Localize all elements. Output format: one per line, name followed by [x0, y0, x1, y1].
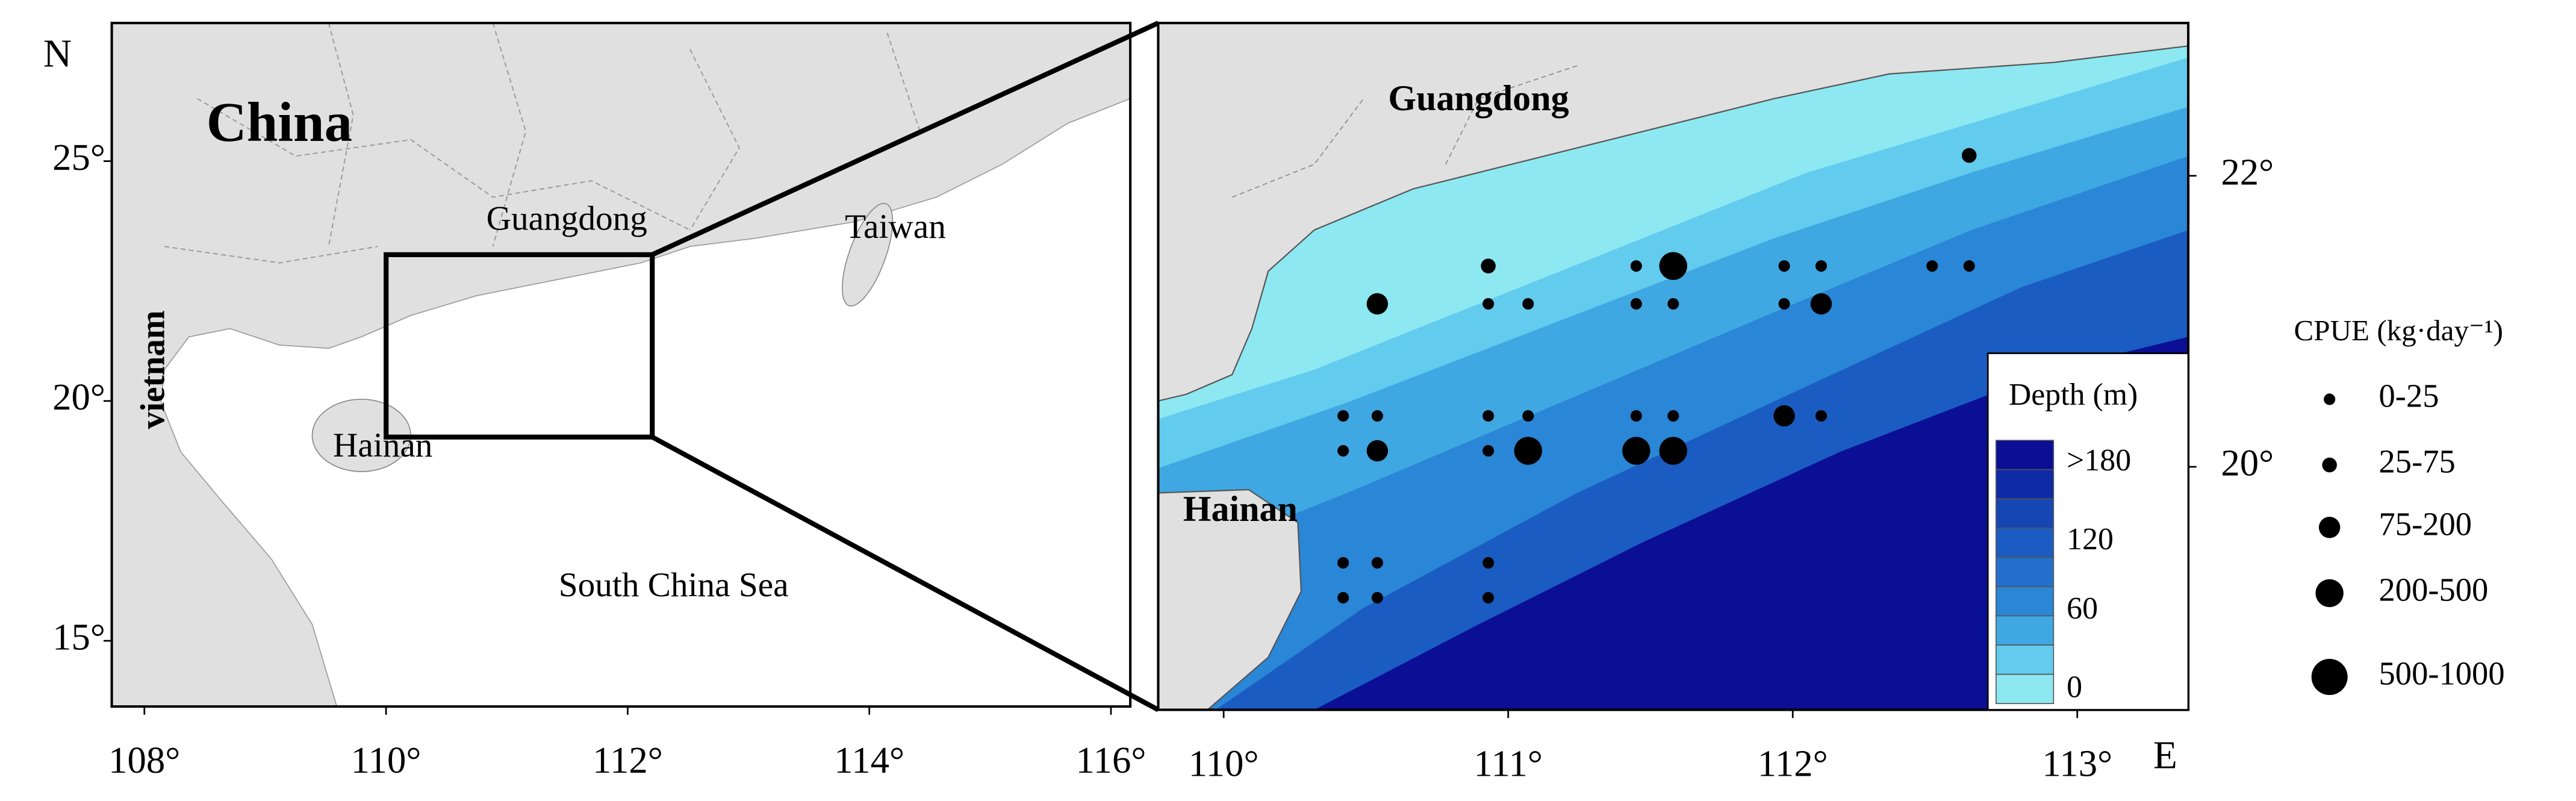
station [1371, 410, 1383, 422]
legend-label: 25-75 [2379, 443, 2456, 480]
map-label: Guangdong [1388, 78, 1569, 118]
station [1815, 260, 1828, 272]
colorbar-cell [1996, 469, 2055, 500]
station [1659, 437, 1687, 465]
depth-label: 60 [2067, 591, 2098, 626]
colorbar-cell [1996, 498, 2055, 529]
station [1778, 298, 1790, 310]
station [1366, 440, 1389, 462]
station [1522, 410, 1534, 422]
station [1630, 298, 1642, 310]
station [1630, 410, 1642, 422]
y-tick-label: 15° [52, 616, 105, 658]
colorbar-cell [1996, 615, 2055, 646]
station [1366, 293, 1389, 315]
station [1514, 437, 1542, 465]
station [1481, 258, 1496, 273]
station [1371, 591, 1383, 604]
station [1778, 260, 1790, 272]
map-label: Hainan [333, 426, 432, 464]
right-map [1158, 23, 2189, 710]
legend-dot [2324, 393, 2336, 405]
taiwan-island [842, 202, 894, 307]
station [1630, 260, 1642, 272]
left-map [111, 23, 1131, 707]
y-tick-label: 25° [52, 136, 105, 178]
x-tick-label: 112° [593, 739, 663, 781]
land [1158, 23, 2189, 402]
connector [651, 20, 1160, 257]
station [1622, 437, 1650, 465]
x-tick-label: 110° [1189, 742, 1259, 784]
station [1482, 410, 1495, 422]
legend-label: 500-1000 [2379, 655, 2505, 692]
depth-legend-title: Depth (m) [2009, 378, 2138, 412]
y-tick-label: 22° [2221, 151, 2274, 193]
x-tick-label: 114° [834, 739, 904, 781]
station [1659, 252, 1687, 280]
colorbar-cell [1996, 556, 2055, 587]
station [1482, 591, 1495, 604]
map-label: Hainan [1183, 489, 1298, 529]
inset-box [384, 252, 655, 440]
y-tick-label: 20° [52, 376, 105, 418]
depth-label: 120 [2067, 522, 2114, 556]
borders [164, 23, 921, 264]
station [1810, 293, 1832, 315]
colorbar-cell [1996, 673, 2055, 705]
colorbar-cell [1996, 586, 2055, 617]
east-label: E [2153, 734, 2177, 777]
legend-dot [2322, 457, 2337, 473]
station [1482, 298, 1495, 310]
legend-dot [2311, 659, 2348, 696]
y-tick-label: 20° [2221, 441, 2274, 484]
map-label: Taiwan [845, 208, 946, 246]
station [1963, 260, 1975, 272]
station [1926, 260, 1938, 272]
station [1815, 410, 1828, 422]
borders [1231, 65, 1578, 198]
north-label: N [43, 33, 72, 76]
station [1337, 410, 1349, 422]
land [111, 23, 1131, 707]
map-label: Guangdong [487, 199, 647, 237]
station [1522, 298, 1534, 310]
x-tick-label: 111° [1473, 742, 1543, 784]
station [1482, 444, 1495, 457]
legend-dot [2318, 517, 2341, 538]
station [1371, 557, 1383, 569]
x-tick-label: 116° [1076, 739, 1146, 781]
depth-label: >180 [2067, 443, 2131, 478]
depth-colorbar [1996, 440, 2055, 705]
connector [651, 435, 1160, 712]
x-tick-label: 110° [351, 739, 422, 781]
depth-band [1314, 337, 2189, 710]
colorbar-cell [1996, 528, 2055, 558]
legend-label: 200-500 [2379, 571, 2489, 608]
map-label: South China Sea [559, 566, 789, 604]
colorbar-cell [1996, 644, 2055, 675]
x-tick-label: 113° [2042, 742, 2112, 784]
station [1482, 557, 1495, 569]
legend-label: 0-25 [2379, 377, 2439, 414]
legend-dot [2315, 579, 2344, 608]
map-label: China [207, 92, 352, 154]
cpue-legend-title: CPUE (kg·day⁻¹) [2294, 314, 2503, 347]
x-tick-label: 108° [108, 739, 180, 781]
legend-label: 75-200 [2379, 505, 2472, 542]
station [1667, 298, 1679, 310]
land [1158, 488, 1302, 710]
colorbar-cell [1996, 440, 2055, 470]
x-tick-label: 112° [1758, 742, 1828, 784]
station [1337, 591, 1349, 604]
map-label: vietnam [134, 310, 172, 429]
station [1337, 557, 1349, 569]
station [1667, 410, 1679, 422]
station [1773, 405, 1795, 427]
station [1337, 444, 1349, 457]
depth-label: 0 [2067, 670, 2082, 705]
left-frame [110, 22, 1132, 708]
station [1961, 148, 1977, 163]
